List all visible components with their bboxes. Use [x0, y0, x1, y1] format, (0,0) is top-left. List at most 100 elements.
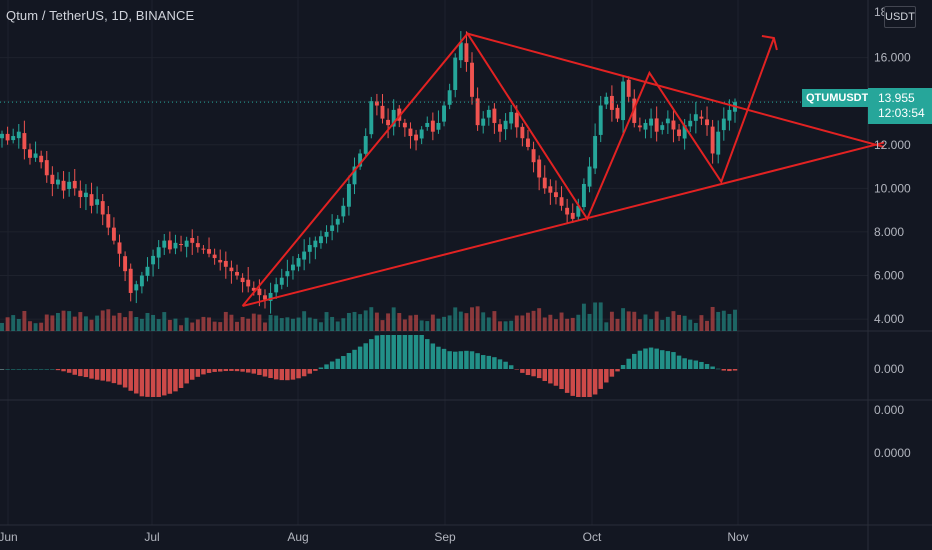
oscillator-bar	[268, 369, 273, 378]
volume-bar	[654, 311, 659, 331]
volume-bar	[665, 316, 670, 331]
volume-bar	[570, 317, 575, 331]
volume-bar	[212, 321, 217, 331]
volume-bar	[414, 314, 419, 331]
volume-bar	[296, 317, 301, 331]
oscillator-bar	[83, 369, 89, 378]
oscillator-bar	[94, 369, 100, 380]
volume-bar	[229, 314, 234, 331]
volume-bar	[33, 323, 38, 331]
volume-bar	[179, 325, 184, 331]
currency-unit-button[interactable]: USDT	[884, 6, 916, 28]
oscillator-bar	[262, 369, 268, 377]
volume-bar	[302, 311, 307, 331]
volume-bar	[207, 317, 211, 331]
volume-bar	[509, 320, 514, 331]
candle-body	[548, 186, 553, 193]
volume-bar	[240, 316, 245, 331]
oscillator-bar	[0, 369, 5, 370]
candle-body	[139, 275, 144, 287]
volume-bar	[408, 315, 413, 331]
volume-bar	[39, 322, 44, 331]
candle-body	[570, 212, 575, 219]
oscillator-bar	[301, 369, 307, 377]
candle-body	[123, 256, 128, 272]
volume-bar	[391, 307, 396, 331]
candle-body	[598, 105, 603, 135]
oscillator-bar	[682, 358, 687, 369]
candle-body	[39, 155, 44, 163]
volume-bar	[688, 319, 693, 331]
volume-bar	[291, 318, 295, 331]
oscillator-bar	[592, 369, 598, 395]
candle-body	[162, 240, 167, 248]
volume-bar	[95, 315, 100, 331]
candle-body	[386, 119, 391, 126]
candle-body	[341, 205, 346, 217]
oscillator-bar	[497, 359, 503, 369]
candle-body	[346, 183, 351, 207]
candle-body	[559, 197, 564, 206]
volume-bar	[492, 311, 497, 331]
oscillator-bar	[307, 369, 312, 374]
candle-body	[654, 118, 659, 132]
lower-pane-label: 0.000	[874, 403, 904, 417]
candle-body	[626, 79, 631, 97]
candle-body	[229, 267, 234, 272]
candle-body	[22, 133, 27, 150]
candle-body	[391, 109, 396, 127]
candle-body	[318, 236, 323, 244]
volume-bar	[671, 311, 676, 331]
candle-body	[514, 112, 519, 128]
candle-body	[593, 136, 598, 169]
oscillator-bar	[201, 369, 206, 375]
candle-body	[464, 43, 469, 62]
price-tick-label: 12.000	[874, 138, 911, 152]
candle-body	[179, 244, 184, 246]
oscillator-bar	[22, 369, 27, 370]
candle-body	[11, 136, 16, 141]
symbol-title[interactable]: Qtum / TetherUS, 1D, BINANCE	[6, 8, 195, 23]
candle-body	[665, 118, 670, 124]
candle-body	[727, 109, 732, 121]
volume-bar	[363, 310, 368, 331]
candle-body	[369, 101, 374, 135]
candle-body	[542, 177, 547, 189]
volume-bar	[128, 311, 133, 331]
volume-bar	[89, 319, 94, 331]
time-tick-label: Jul	[144, 530, 159, 544]
volume-bar	[307, 317, 312, 331]
oscillator-bar	[5, 369, 10, 370]
oscillator-bar	[61, 369, 66, 372]
oscillator-bar	[346, 352, 352, 369]
volume-bar	[604, 322, 609, 331]
candle-body	[106, 214, 111, 228]
volume-bar	[716, 311, 721, 331]
volume-bar	[341, 318, 346, 331]
candle-body	[442, 105, 446, 122]
time-tick-label: Sep	[434, 530, 456, 544]
candle-body	[55, 179, 60, 185]
candle-body	[565, 207, 570, 215]
volume-bar	[419, 320, 424, 331]
volume-bar	[151, 314, 156, 331]
candle-body	[352, 166, 357, 185]
candle-body	[363, 136, 368, 154]
candle-body	[0, 133, 4, 139]
volume-bar	[576, 314, 581, 331]
candle-body	[128, 268, 133, 293]
volume-bar	[195, 319, 200, 331]
volume-bar	[61, 310, 66, 331]
volume-bar	[649, 319, 654, 331]
oscillator-bar	[436, 346, 441, 369]
candle-body	[235, 271, 239, 276]
candle-body	[212, 254, 217, 259]
oscillator-bar	[363, 343, 368, 369]
candle-body	[436, 122, 441, 130]
candle-body	[111, 227, 116, 241]
oscillator-bar	[391, 335, 396, 369]
oscillator-bar	[704, 364, 710, 369]
volume-bar	[257, 314, 262, 331]
